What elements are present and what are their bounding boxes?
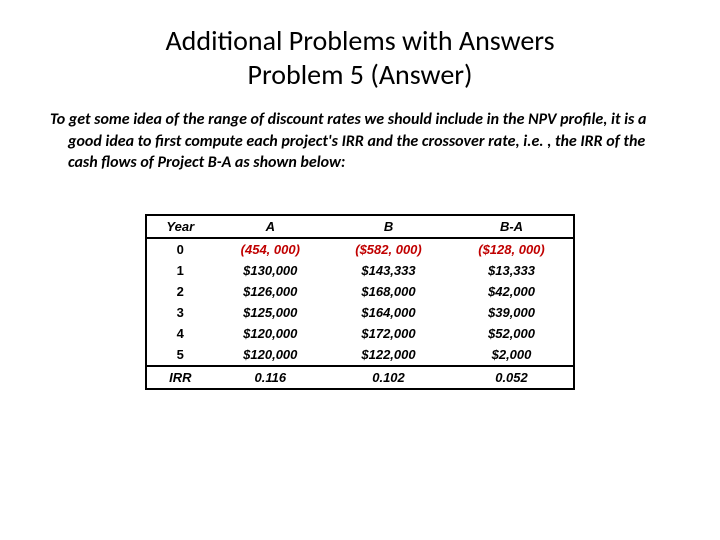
body-text: To get some idea of the range of discoun… xyxy=(50,109,670,174)
cell-year: 1 xyxy=(146,260,214,281)
col-header-ba: B-A xyxy=(450,215,574,238)
cell-year: 4 xyxy=(146,323,214,344)
cell-ba: $42,000 xyxy=(450,281,574,302)
table-header-row: Year A B B-A xyxy=(146,215,574,238)
footer-b: 0.102 xyxy=(327,366,450,389)
cell-ba: $13,333 xyxy=(450,260,574,281)
table-row: 3$125,000$164,000$39,000 xyxy=(146,302,574,323)
cell-b: $122,000 xyxy=(327,344,450,366)
footer-a: 0.116 xyxy=(214,366,327,389)
cell-year: 2 xyxy=(146,281,214,302)
cell-b: ($582, 000) xyxy=(327,238,450,260)
cell-ba: $39,000 xyxy=(450,302,574,323)
cell-b: $168,000 xyxy=(327,281,450,302)
body-paragraph: To get some idea of the range of discoun… xyxy=(50,109,670,174)
title-line-1: Additional Problems with Answers xyxy=(165,23,554,58)
cell-ba: $52,000 xyxy=(450,323,574,344)
table-body: 0(454, 000)($582, 000)($128, 000)1$130,0… xyxy=(146,238,574,366)
col-header-year: Year xyxy=(146,215,214,238)
cell-year: 0 xyxy=(146,238,214,260)
cashflow-table-container: Year A B B-A 0(454, 000)($582, 000)($128… xyxy=(145,214,575,390)
cell-b: $164,000 xyxy=(327,302,450,323)
footer-label: IRR xyxy=(146,366,214,389)
cell-a: (454, 000) xyxy=(214,238,327,260)
slide-title: Additional Problems with Answers Problem… xyxy=(50,24,670,91)
table-footer-row: IRR 0.116 0.102 0.052 xyxy=(146,366,574,389)
footer-ba: 0.052 xyxy=(450,366,574,389)
cell-a: $126,000 xyxy=(214,281,327,302)
table-row: 2$126,000$168,000$42,000 xyxy=(146,281,574,302)
slide: Additional Problems with Answers Problem… xyxy=(0,0,720,540)
table-row: 4$120,000$172,000$52,000 xyxy=(146,323,574,344)
table-row: 0(454, 000)($582, 000)($128, 000) xyxy=(146,238,574,260)
cell-ba: $2,000 xyxy=(450,344,574,366)
cell-ba: ($128, 000) xyxy=(450,238,574,260)
title-line-2: Problem 5 (Answer) xyxy=(248,57,473,92)
cell-b: $143,333 xyxy=(327,260,450,281)
col-header-a: A xyxy=(214,215,327,238)
cell-year: 5 xyxy=(146,344,214,366)
table-row: 1$130,000$143,333$13,333 xyxy=(146,260,574,281)
cell-year: 3 xyxy=(146,302,214,323)
cashflow-table: Year A B B-A 0(454, 000)($582, 000)($128… xyxy=(145,214,575,390)
col-header-b: B xyxy=(327,215,450,238)
cell-a: $125,000 xyxy=(214,302,327,323)
cell-a: $120,000 xyxy=(214,344,327,366)
table-row: 5$120,000$122,000$2,000 xyxy=(146,344,574,366)
cell-a: $120,000 xyxy=(214,323,327,344)
cell-a: $130,000 xyxy=(214,260,327,281)
cell-b: $172,000 xyxy=(327,323,450,344)
